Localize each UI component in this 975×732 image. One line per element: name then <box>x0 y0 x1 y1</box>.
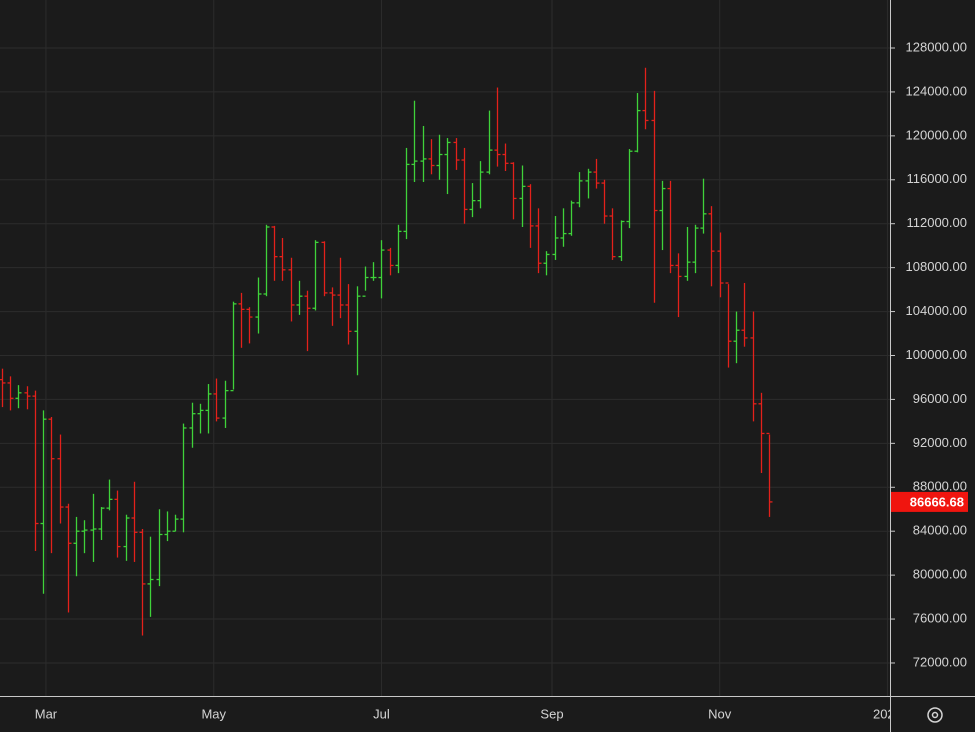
y-axis: 72000.00 76000.00 80000.00 84000.00 88000.00… <box>890 39 968 669</box>
y-tick-label: 128000.00 <box>906 39 967 54</box>
y-tick-label: 84000.00 <box>913 523 967 538</box>
grid <box>0 0 890 696</box>
y-tick-label: 88000.00 <box>913 479 967 494</box>
y-tick-label: 76000.00 <box>913 610 967 625</box>
last-price-label: 86666.68 <box>910 494 964 509</box>
y-tick-label: 100000.00 <box>906 347 967 362</box>
y-tick-label: 120000.00 <box>906 127 967 142</box>
y-tick-label: 108000.00 <box>906 259 967 274</box>
y-tick-label: 80000.00 <box>913 567 967 582</box>
y-tick-label: 116000.00 <box>907 171 968 186</box>
y-tick-label: 104000.00 <box>906 303 967 318</box>
x-tick-label: 2026 <box>873 706 902 721</box>
y-tick-label: 96000.00 <box>913 391 967 406</box>
x-tick-label: Sep <box>540 706 563 721</box>
y-tick-label: 72000.00 <box>913 654 967 669</box>
last-price-box <box>891 491 968 512</box>
settings-icon <box>927 707 943 723</box>
settings-icon-center <box>931 711 939 719</box>
y-tick-label: 92000.00 <box>913 435 967 450</box>
x-axis: Mar May Jul Sep Nov 2026 <box>35 706 902 721</box>
x-tick-label: Jul <box>373 706 390 721</box>
x-tick-label: Mar <box>35 706 58 721</box>
y-tick-label: 124000.00 <box>906 83 967 98</box>
bars <box>0 67 773 636</box>
y-tick-label: 112000.00 <box>907 215 968 230</box>
settings-button[interactable] <box>927 707 943 723</box>
x-tick-label: Nov <box>708 706 732 721</box>
x-tick-label: May <box>201 706 226 721</box>
